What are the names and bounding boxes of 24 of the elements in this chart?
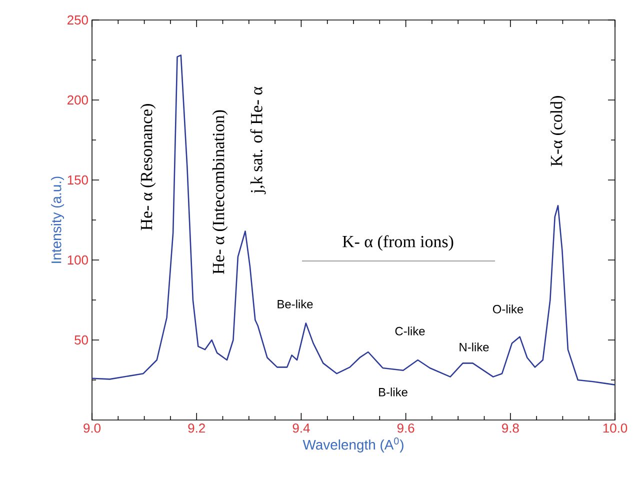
annotation: O-like [492, 304, 524, 314]
annotation: C-like [395, 326, 425, 336]
x-tick-label: 9.6 [397, 424, 414, 433]
y-axis-title: Intensity (a.u.) [51, 176, 64, 263]
x-tick-label: 9.4 [292, 424, 310, 433]
y-tick-label: 50 [74, 335, 88, 345]
annotation: B-like [379, 388, 408, 396]
annotation: K-α (cold) [550, 96, 566, 166]
y-tick-label: 250 [68, 15, 88, 25]
y-tick-label: 200 [68, 95, 88, 105]
annotation: N-like [460, 342, 489, 352]
annotation: He- α (Intecombination) [212, 110, 228, 274]
line-series [91, 54, 616, 386]
x-axis-title: Wavelength (A$^{0}$) [302, 438, 404, 452]
annotation: Be-like [278, 300, 313, 308]
annotation: j,k sat. of He- α [250, 86, 266, 194]
x-tick-label: 9.8 [502, 424, 519, 433]
annotation: He- α (Resonance) [140, 104, 156, 230]
x-tick-label: 10.0 [603, 424, 628, 433]
x-tick-label: 9.0 [84, 424, 101, 433]
y-tick-label: 150 [68, 175, 88, 185]
y-tick-label: 100 [68, 255, 88, 265]
x-tick-label: 9.2 [188, 424, 205, 433]
annotation: K- α (from ions) [342, 235, 454, 251]
